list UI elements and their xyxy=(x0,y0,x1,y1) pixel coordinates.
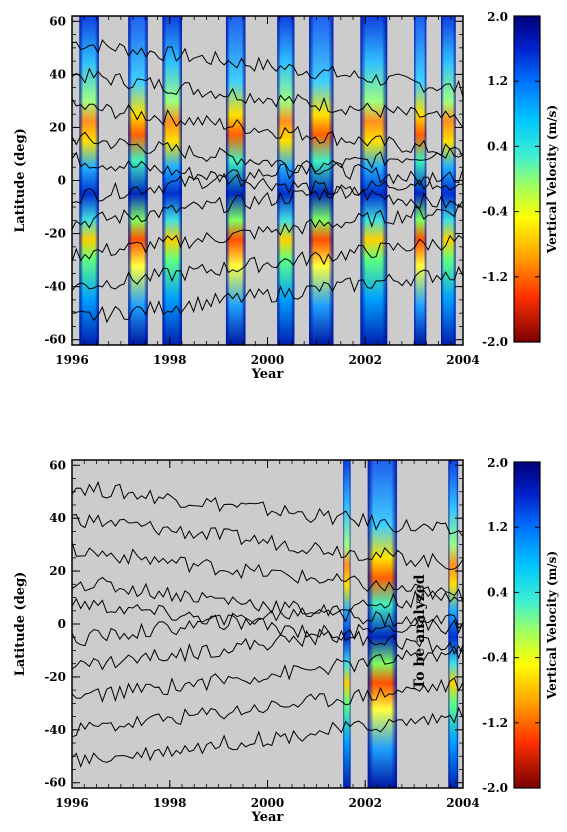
contour-line xyxy=(71,542,464,603)
data-strip-edge xyxy=(367,460,398,788)
colorbar-tick-label: 0.4 xyxy=(487,139,508,153)
plot-background xyxy=(72,460,463,788)
colorbar-label: Vertical Velocity (m/s) xyxy=(545,105,559,254)
x-tick-label: 1996 xyxy=(55,353,88,367)
x-tick-label: 2002 xyxy=(349,796,382,810)
y-tick-label: 20 xyxy=(49,564,66,578)
x-tick-label: 1996 xyxy=(55,796,88,810)
contour-line xyxy=(71,67,464,129)
data-strip-edge xyxy=(225,16,246,345)
data-strip-edge xyxy=(343,460,351,788)
colorbar-tick-label: -0.4 xyxy=(482,651,508,665)
colorbar-tick-label: 2.0 xyxy=(487,456,508,470)
x-tick-label: 2000 xyxy=(251,796,284,810)
contour-line xyxy=(71,39,464,98)
contour-line xyxy=(71,203,464,262)
x-tick-label: 2004 xyxy=(446,796,479,810)
y-tick-label: -60 xyxy=(44,333,66,347)
data-strip-edge xyxy=(162,16,182,345)
x-axis-label: Year xyxy=(251,367,284,382)
contour-line xyxy=(71,589,464,647)
colorbar-tick-label: -0.4 xyxy=(482,205,508,219)
y-tick-label: 40 xyxy=(49,511,66,525)
y-axis-label: Latitude (deg) xyxy=(13,572,28,677)
data-strip-edge xyxy=(448,460,459,788)
contour-line xyxy=(71,480,464,538)
y-axis-label: Latitude (deg) xyxy=(13,128,28,233)
y-tick-label: 0 xyxy=(58,617,66,631)
top-panel: 1996 1998 2000 2002 2004 -60 -40 -20 0 20 40 60 Year… xyxy=(13,10,559,382)
annotation-to-be-analyzed: To be analyzed xyxy=(412,574,428,689)
contour-line xyxy=(71,151,464,210)
contour-line xyxy=(71,597,464,655)
y-tick-label: -60 xyxy=(44,776,66,790)
x-tick-label: 2002 xyxy=(349,353,382,367)
colorbar-tick-label: 0.4 xyxy=(487,585,508,599)
data-strip-edge xyxy=(309,16,334,345)
y-tick-label: -20 xyxy=(44,670,66,684)
y-tick-label: 0 xyxy=(58,174,66,188)
contour-line xyxy=(71,98,464,157)
colorbar-tick-label: 1.2 xyxy=(487,520,508,534)
y-tick-label: 40 xyxy=(49,67,66,81)
x-axis-label: Year xyxy=(251,810,284,825)
contour-line xyxy=(71,234,464,292)
data-strip-edge xyxy=(128,16,148,345)
y-tick-label: 20 xyxy=(49,120,66,134)
contour-line xyxy=(71,265,464,324)
y-tick-label: -20 xyxy=(44,227,66,241)
y-tick-label: -40 xyxy=(44,280,66,294)
x-tick-label: 1998 xyxy=(153,796,186,810)
data-strip-edge xyxy=(79,16,99,345)
colorbar-tick-label: -1.2 xyxy=(482,270,508,284)
y-tick-label: -40 xyxy=(44,723,66,737)
contour-line xyxy=(71,576,464,635)
contour-line xyxy=(71,706,464,768)
bottom-panel: 1996 1998 2000 2002 2004 -60 -40 -20 0 20 40 60 Year… xyxy=(13,456,559,825)
colorbar-tick-label: -2.0 xyxy=(482,781,508,795)
colorbar xyxy=(513,15,541,343)
x-tick-label: 2000 xyxy=(251,353,284,367)
contour-line xyxy=(71,677,464,738)
colorbar-tick-label: 1.2 xyxy=(487,74,508,88)
contour-line xyxy=(71,513,464,571)
y-tick-label: 60 xyxy=(49,14,66,28)
colorbar-tick-label: 2.0 xyxy=(487,10,508,24)
y-tick-label: 60 xyxy=(49,458,66,472)
colorbar xyxy=(513,461,541,789)
colorbar-label: Vertical Velocity (m/s) xyxy=(545,551,559,700)
contour-line xyxy=(71,131,464,191)
contour-line xyxy=(71,644,464,703)
colorbar-tick-label: -2.0 xyxy=(482,335,508,349)
x-tick-label: 2004 xyxy=(446,353,479,367)
colorbar-tick-label: -1.2 xyxy=(482,716,508,730)
contour-line xyxy=(71,168,464,230)
contour-line xyxy=(71,147,464,204)
data-strip-edge xyxy=(441,16,456,345)
x-tick-label: 1998 xyxy=(153,353,186,367)
contour-line xyxy=(71,614,464,671)
